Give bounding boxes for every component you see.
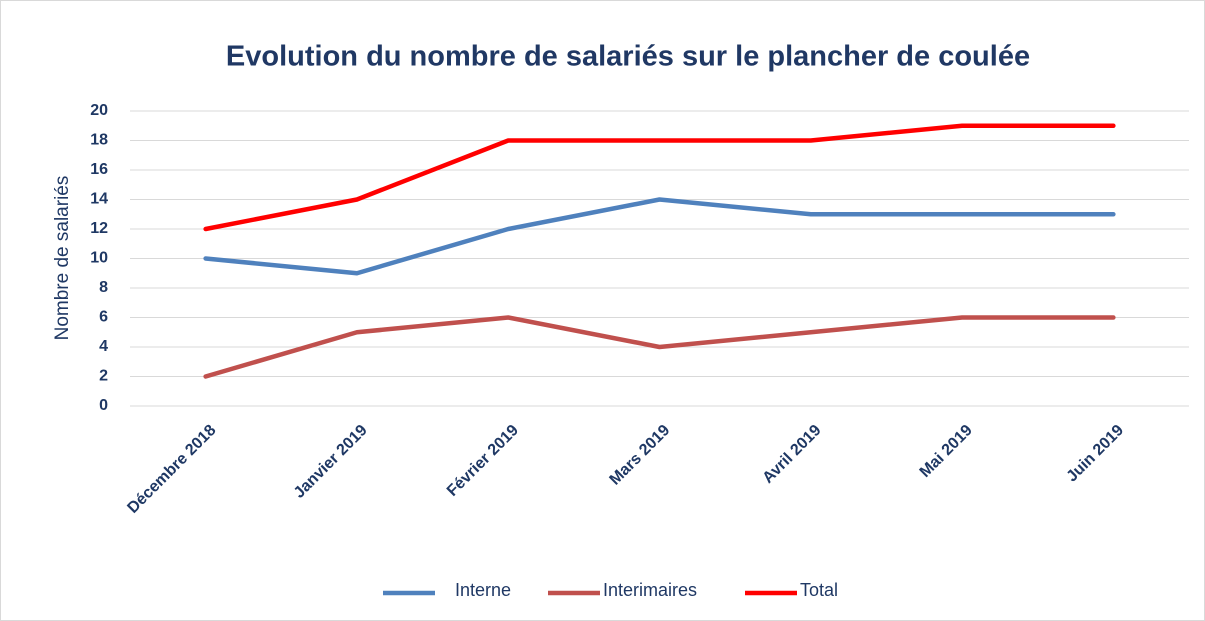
series-line xyxy=(203,123,1116,232)
legend-label: Interimaires xyxy=(603,580,697,600)
series-line xyxy=(203,197,1116,276)
legend-label: Interne xyxy=(455,580,511,600)
y-tick-label: 2 xyxy=(99,368,108,385)
y-tick-label: 4 xyxy=(99,338,108,355)
y-tick-label: 18 xyxy=(90,132,108,149)
y-tick-label: 10 xyxy=(90,250,108,267)
y-tick-label: 14 xyxy=(90,191,108,208)
chart-title: Evolution du nombre de salariés sur le p… xyxy=(226,41,1030,73)
series-line xyxy=(203,315,1116,379)
y-axis-label: Nombre de salariés xyxy=(52,176,73,341)
y-tick-label: 20 xyxy=(90,102,108,119)
y-tick-label: 8 xyxy=(99,279,108,296)
y-tick-label: 12 xyxy=(90,220,108,237)
legend-label: Total xyxy=(800,580,838,600)
y-tick-label: 16 xyxy=(90,161,108,178)
y-tick-label: 0 xyxy=(99,397,108,414)
y-tick-label: 6 xyxy=(99,309,108,326)
